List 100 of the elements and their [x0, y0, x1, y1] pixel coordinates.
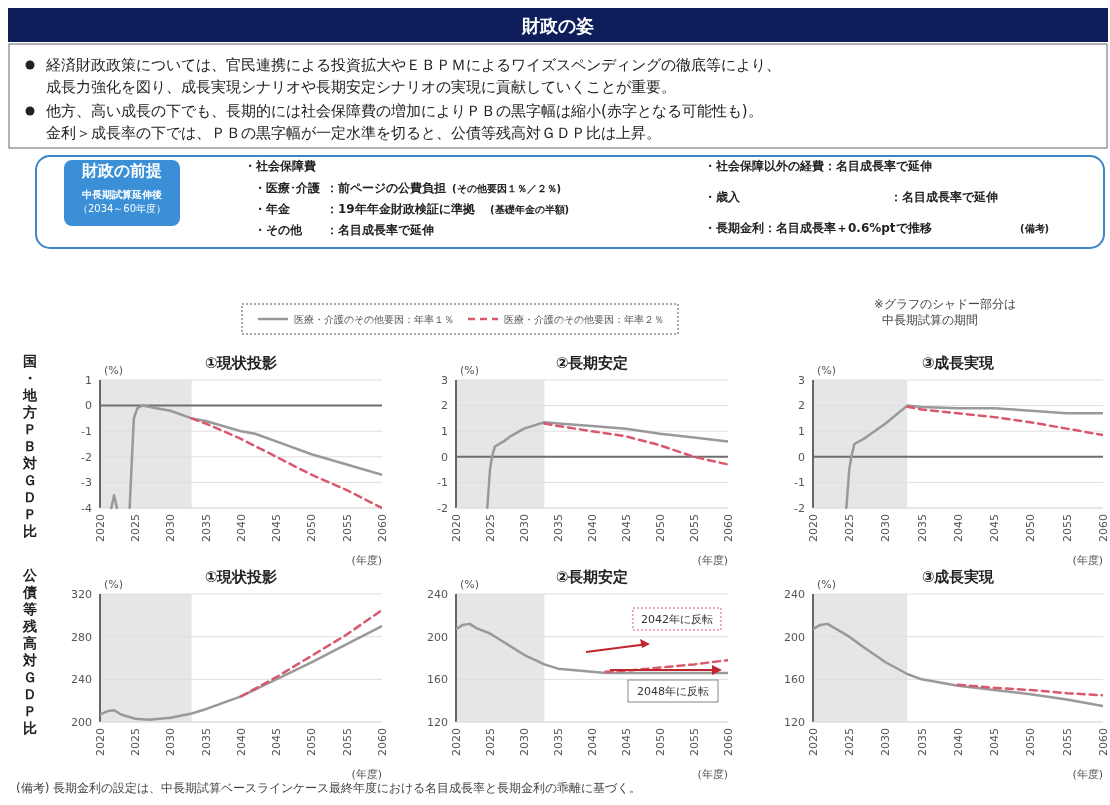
y-tick-label: 280: [71, 630, 92, 644]
x-tick-label: 2035: [199, 728, 213, 756]
text: (基礎年金の半額): [490, 204, 570, 215]
text: 中長期試算の期間: [882, 313, 978, 327]
x-axis-title: (年度): [351, 554, 382, 567]
x-tick-label: 2045: [619, 514, 633, 542]
legend-label: 医療・介護のその他要因：年率２％: [504, 313, 664, 325]
line-series: [604, 658, 728, 674]
y-tick-label: 240: [71, 673, 92, 687]
x-tick-label: 2020: [93, 514, 107, 542]
annotation: 2042年に反転: [641, 613, 713, 626]
y-tick-label: 120: [784, 715, 805, 729]
y-tick-label: 200: [784, 630, 805, 644]
x-tick-label: 2050: [305, 514, 319, 542]
y-tick-label: 0: [798, 450, 805, 464]
x-tick-label: 2040: [585, 514, 599, 542]
y-tick-label: 2: [441, 399, 448, 413]
x-tick-label: 2045: [988, 514, 1002, 542]
x-axis-title: (年度): [697, 554, 728, 567]
x-tick-label: 2060: [375, 728, 389, 756]
x-tick-label: 2025: [483, 728, 497, 756]
x-tick-label: 2060: [1096, 728, 1110, 756]
x-tick-label: 2020: [806, 728, 820, 756]
y-tick-label: 240: [784, 587, 805, 601]
y-tick-label: 0: [441, 450, 448, 464]
y-tick-label: -1: [794, 476, 805, 490]
x-axis-title: (年度): [697, 768, 728, 781]
line-series: [845, 404, 1103, 510]
text: (その他要因１％／２％): [452, 183, 562, 195]
text: (%): [460, 364, 480, 377]
text: 国・地方ＰＢ対ＧＤＰ比: [23, 353, 37, 539]
line-series: [190, 417, 382, 510]
x-tick-label: 2050: [1024, 728, 1038, 756]
y-tick-label: -2: [81, 450, 92, 464]
x-tick-label: 2055: [687, 728, 701, 756]
y-tick-label: 1: [441, 425, 448, 439]
chart-title: ③成長実現: [921, 354, 996, 372]
x-tick-label: 2050: [653, 514, 667, 542]
x-tick-label: 2055: [1060, 514, 1074, 542]
text: ・その他: [254, 223, 303, 237]
text: (%): [817, 578, 837, 591]
x-tick-label: 2030: [517, 514, 531, 542]
x-tick-label: 2040: [234, 514, 248, 542]
y-tick-label: -1: [437, 476, 448, 490]
x-tick-label: 2050: [653, 728, 667, 756]
text: 公債等残高対ＧＤＰ比: [23, 567, 37, 736]
line-series: [813, 622, 1103, 708]
text: ・年金: [254, 202, 291, 216]
text: 成長力強化を図り、成長実現シナリオや長期安定シナリオの実現に貢献していくことが重要。: [46, 78, 676, 96]
text: ・歳入: [704, 190, 741, 204]
y-tick-label: 0: [85, 399, 92, 413]
text: 財政の姿: [521, 15, 594, 36]
y-tick-label: -1: [81, 425, 92, 439]
y-tick-label: 240: [427, 587, 448, 601]
x-tick-label: 2060: [1096, 514, 1110, 542]
x-tick-label: 2045: [988, 728, 1002, 756]
text: 財政の前提: [81, 161, 162, 180]
x-tick-label: 2040: [951, 514, 965, 542]
line-series: [543, 422, 728, 466]
x-tick-label: 2055: [340, 728, 354, 756]
x-tick-label: 2030: [164, 514, 178, 542]
x-tick-label: 2040: [951, 728, 965, 756]
text: 中長期試算延伸後: [82, 189, 162, 200]
text: ・長期金利：名目成長率＋0.6%ptで推移: [704, 221, 932, 235]
text: (%): [817, 364, 837, 377]
text: ：前ページの公費負担: [326, 181, 446, 195]
text: (%): [104, 364, 124, 377]
line-series: [906, 405, 1103, 437]
x-tick-label: 2035: [551, 728, 565, 756]
annotation: 2048年に反転: [637, 685, 709, 698]
x-tick-label: 2035: [915, 514, 929, 542]
text: 経済財政政策については、官民連携による投資拡大やＥＢＰＭによるワイズスペンディングの徹底等により、: [45, 56, 781, 74]
x-tick-label: 2035: [199, 514, 213, 542]
text: （2034～60年度）: [77, 203, 167, 214]
y-tick-label: -2: [437, 501, 448, 515]
x-tick-label: 2030: [517, 728, 531, 756]
y-tick-label: 3: [441, 373, 448, 387]
x-tick-label: 2020: [449, 728, 463, 756]
x-tick-label: 2055: [687, 514, 701, 542]
x-tick-label: 2050: [1024, 514, 1038, 542]
chart-title: ②長期安定: [555, 568, 629, 586]
text: (備考) 長期金利の設定は、中長期試算ベースラインケース最終年度における名目成長率と長期金利の乖離に基づく。: [16, 781, 642, 795]
x-axis-title: (年度): [351, 768, 382, 781]
x-tick-label: 2025: [843, 728, 857, 756]
y-tick-label: 120: [427, 715, 448, 729]
line-series: [956, 683, 1103, 697]
x-tick-label: 2025: [843, 514, 857, 542]
x-tick-label: 2045: [270, 514, 284, 542]
chart-title: ②長期安定: [555, 354, 629, 372]
x-tick-label: 2035: [551, 514, 565, 542]
y-tick-label: -3: [81, 476, 92, 490]
x-tick-label: 2020: [449, 514, 463, 542]
y-tick-label: 200: [427, 630, 448, 644]
x-tick-label: 2050: [305, 728, 319, 756]
text: ：19年年金財政検証に準拠: [326, 202, 475, 216]
x-tick-label: 2030: [879, 728, 893, 756]
y-tick-label: 160: [784, 673, 805, 687]
y-tick-label: -4: [81, 501, 92, 515]
x-tick-label: 2040: [585, 728, 599, 756]
text: ・社会保障以外の経費：名目成長率で延伸: [704, 159, 932, 173]
